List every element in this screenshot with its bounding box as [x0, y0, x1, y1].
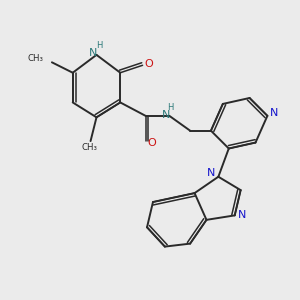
Text: H: H	[168, 103, 174, 112]
Text: O: O	[148, 138, 157, 148]
Text: CH₃: CH₃	[81, 143, 97, 152]
Text: N: N	[270, 108, 278, 118]
Text: N: N	[162, 110, 170, 120]
Text: O: O	[145, 59, 154, 69]
Text: H: H	[96, 41, 102, 50]
Text: CH₃: CH₃	[28, 54, 43, 63]
Text: N: N	[207, 168, 215, 178]
Text: N: N	[89, 47, 98, 58]
Text: N: N	[238, 210, 246, 220]
